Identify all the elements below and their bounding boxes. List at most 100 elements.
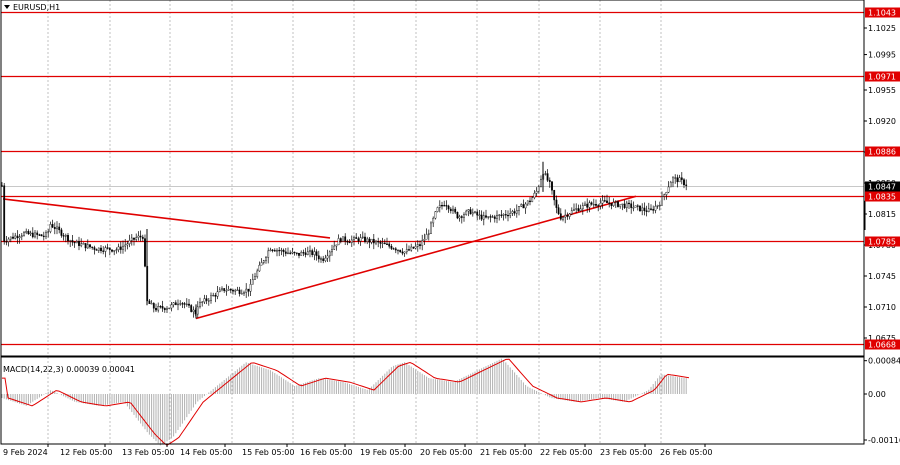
candle-body <box>324 257 327 261</box>
candle-body <box>502 214 505 216</box>
candle-body <box>280 249 283 252</box>
candle-body <box>663 194 666 197</box>
candle-body <box>262 260 265 263</box>
candle-body <box>227 288 230 291</box>
candle-body <box>403 251 406 254</box>
candle-body <box>100 247 102 252</box>
candle-body <box>137 235 140 238</box>
candle-body <box>196 306 199 315</box>
y-tick-label: 1.0955 <box>868 86 896 95</box>
y-tick-label: 1.0995 <box>868 51 896 60</box>
candle-body <box>643 207 646 211</box>
candle-body <box>680 177 683 180</box>
candle-body <box>654 206 657 211</box>
level-label: 1.0785 <box>868 238 896 247</box>
candle-body <box>229 288 232 291</box>
candle-body <box>463 214 465 218</box>
candle-body <box>243 292 245 294</box>
trend-line[interactable] <box>2 198 331 239</box>
candle-body <box>108 247 111 251</box>
candle-body <box>320 258 322 260</box>
candle-body <box>295 252 298 254</box>
candle-body <box>377 241 380 243</box>
candle-body <box>436 207 439 212</box>
candle-body <box>518 206 520 211</box>
candle-body <box>533 192 536 198</box>
candle-body <box>361 236 364 238</box>
candle-body <box>183 303 186 305</box>
candle-body <box>557 207 560 214</box>
candle-body <box>443 205 446 207</box>
candle-body <box>144 238 146 267</box>
candle-body <box>291 251 294 254</box>
candle-body <box>73 241 76 244</box>
candle-body <box>265 257 267 261</box>
candle-body <box>419 244 421 246</box>
candle-body <box>177 303 179 306</box>
candle-body <box>575 208 578 210</box>
candle-body <box>511 211 514 214</box>
candle-body <box>630 203 633 208</box>
candle-body <box>199 301 201 308</box>
candle-body <box>247 288 250 292</box>
candle-body <box>159 306 162 308</box>
menu-triangle-icon[interactable] <box>4 5 10 9</box>
candle-body <box>469 209 472 215</box>
candle-body <box>529 200 531 203</box>
candle-body <box>322 258 325 261</box>
x-tick-label: 16 Feb 05:00 <box>300 448 352 457</box>
candle-body <box>504 214 507 216</box>
y-tick-label: 1.0920 <box>868 117 896 126</box>
candle-body <box>117 246 120 250</box>
candle-body <box>293 251 296 254</box>
y-tick-label: 1.0710 <box>868 303 896 312</box>
candle-body <box>665 192 668 195</box>
y-tick-label: 1.0745 <box>868 272 896 281</box>
candle-body <box>564 214 567 218</box>
candle-body <box>434 211 437 219</box>
candle-body <box>485 215 487 218</box>
candle-body <box>155 308 157 311</box>
x-tick-label: 15 Feb 05:00 <box>242 448 294 457</box>
candle-body <box>650 208 652 210</box>
candle-body <box>628 202 630 205</box>
candle-body <box>397 249 399 252</box>
candle-body <box>29 232 32 235</box>
main-panel-frame <box>0 0 865 357</box>
candle-body <box>157 306 160 311</box>
x-tick-label: 19 Feb 05:00 <box>360 448 412 457</box>
candle-body <box>251 279 254 285</box>
candle-body <box>621 203 624 205</box>
candle-body <box>139 235 142 238</box>
candle-body <box>559 213 562 220</box>
candle-body <box>599 202 602 207</box>
candle-body <box>205 298 208 301</box>
candle-body <box>672 177 674 183</box>
candle-body <box>64 235 67 237</box>
candle-body <box>584 203 586 206</box>
candle-body <box>282 249 285 253</box>
candle-body <box>498 214 501 216</box>
y-tick-label: 1.1025 <box>868 24 896 33</box>
candle-body <box>441 205 443 207</box>
candle-body <box>674 177 677 179</box>
candle-body <box>592 204 595 206</box>
macd-panel-frame <box>0 356 865 445</box>
candle-body <box>381 242 384 244</box>
candle-body <box>115 249 118 251</box>
candle-body <box>284 251 287 254</box>
candle-body <box>449 208 452 212</box>
candle-body <box>203 298 206 303</box>
candle-body <box>234 289 237 292</box>
candle-body <box>460 216 463 218</box>
candle-body <box>128 240 131 245</box>
x-tick-label: 20 Feb 05:00 <box>420 448 472 457</box>
candle-body <box>49 224 52 232</box>
candle-body <box>410 246 413 251</box>
candle-body <box>606 200 608 203</box>
candle-body <box>447 205 450 210</box>
candle-body <box>335 244 338 247</box>
candle-body <box>669 181 672 188</box>
candle-body <box>405 249 408 253</box>
candle-body <box>188 303 190 306</box>
